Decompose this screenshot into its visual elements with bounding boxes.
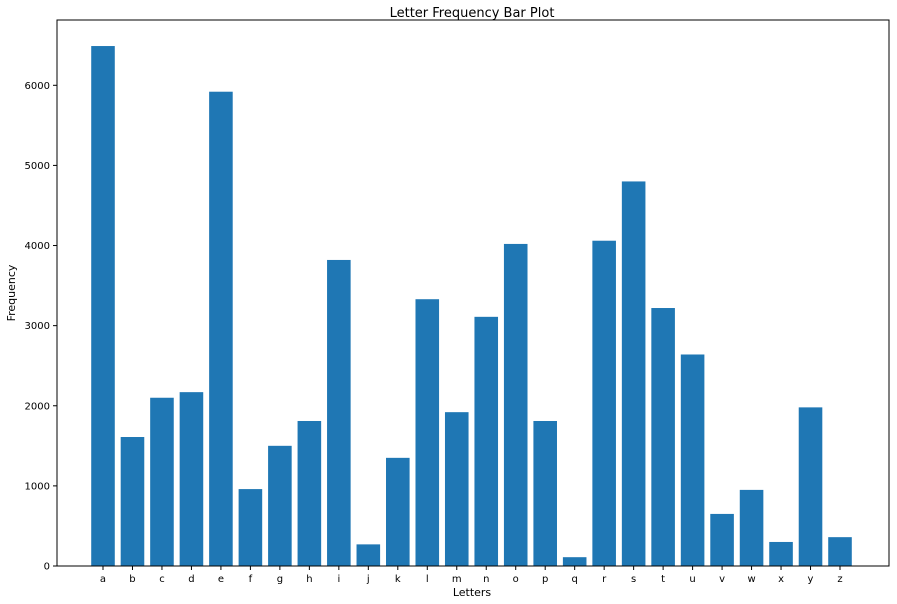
- bar-i: [327, 259, 351, 566]
- y-tick-label: 6000: [25, 81, 50, 92]
- bar-h: [297, 420, 322, 566]
- bars-group: [91, 46, 852, 567]
- x-tick-label: j: [366, 574, 370, 585]
- bar-t: [651, 308, 675, 566]
- x-tick-label: v: [719, 574, 725, 585]
- bar-r: [592, 240, 616, 566]
- x-tick-label: f: [249, 574, 253, 585]
- x-tick-label: s: [631, 574, 636, 585]
- x-tick-label: m: [452, 574, 462, 585]
- x-tick-label: g: [277, 574, 283, 585]
- x-tick-label: c: [159, 574, 165, 585]
- x-tick-label: h: [306, 574, 312, 585]
- bar-x: [769, 541, 793, 566]
- bar-z: [828, 537, 852, 566]
- bar-g: [268, 445, 292, 566]
- bar-v: [710, 513, 734, 566]
- x-tick-label: y: [808, 574, 814, 585]
- bar-k: [386, 457, 410, 566]
- bar-c: [150, 397, 174, 566]
- plot-frame: [56, 19, 890, 567]
- y-tick-label: 4000: [25, 241, 50, 252]
- x-tick-label: i: [337, 574, 340, 585]
- bar-o: [503, 243, 528, 566]
- bar-j: [356, 544, 381, 566]
- y-tick-label: 1000: [25, 481, 50, 492]
- bar-w: [739, 489, 764, 566]
- x-tick-label: x: [778, 574, 784, 585]
- x-tick-label: d: [188, 574, 194, 585]
- x-tick-label: r: [602, 574, 607, 585]
- bar-p: [533, 420, 557, 566]
- x-tick-label: p: [542, 574, 548, 585]
- bar-n: [474, 316, 499, 566]
- bar-f: [238, 489, 263, 566]
- bar-m: [444, 412, 469, 566]
- bar-l: [415, 299, 440, 566]
- bar-e: [209, 91, 233, 567]
- x-tick-label: w: [747, 574, 755, 585]
- bar-q: [562, 557, 587, 566]
- x-tick-label: k: [395, 574, 401, 585]
- y-tick-label: 2000: [25, 401, 50, 412]
- bar-u: [680, 354, 705, 566]
- x-tick-label: n: [483, 574, 489, 585]
- bar-y: [798, 407, 823, 566]
- bar-b: [120, 437, 145, 566]
- y-tick-label: 3000: [25, 321, 50, 332]
- x-tick-label: u: [689, 574, 695, 585]
- x-tick-label: e: [218, 574, 224, 585]
- x-axis-label: Letters: [453, 586, 492, 599]
- x-axis: a b c d e f g h i j k l m n o p q r s t u v w x y z: [100, 566, 843, 585]
- bar-a: [91, 46, 115, 567]
- bar-s: [621, 181, 646, 566]
- chart-title: Letter Frequency Bar Plot: [390, 6, 555, 21]
- y-tick-label: 0: [44, 562, 50, 573]
- x-tick-label: q: [572, 574, 578, 585]
- x-tick-label: l: [426, 574, 429, 585]
- y-tick-label: 5000: [25, 161, 50, 172]
- x-tick-label: z: [837, 574, 842, 585]
- bar-d: [179, 392, 204, 566]
- y-axis: 0 1000 2000 3000 4000 5000 6000: [25, 81, 57, 573]
- x-tick-label: a: [100, 574, 106, 585]
- x-tick-label: t: [661, 574, 665, 585]
- x-tick-label: o: [513, 574, 519, 585]
- y-axis-label: Frequency: [5, 264, 18, 321]
- x-tick-label: b: [129, 574, 135, 585]
